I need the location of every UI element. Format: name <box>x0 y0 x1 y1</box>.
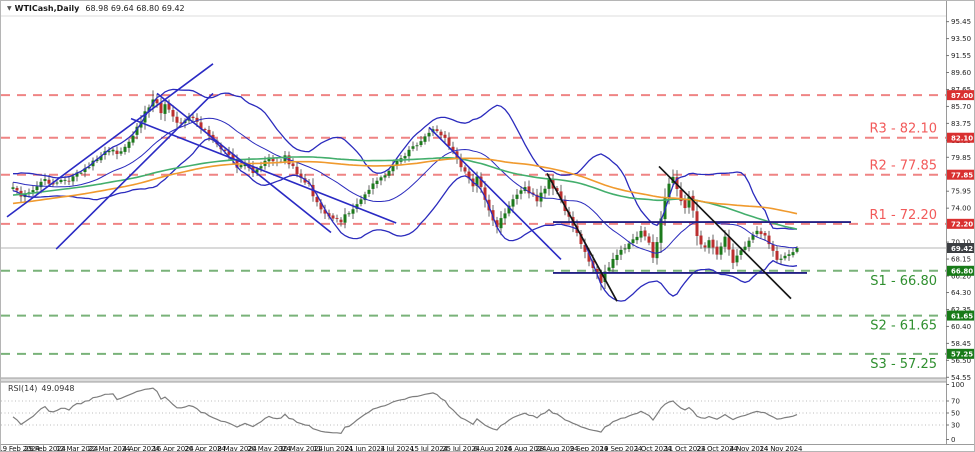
rsi-line <box>12 387 798 435</box>
svg-text:70.10: 70.10 <box>951 239 971 247</box>
trendline-ascending-channel-upper[interactable] <box>6 63 214 218</box>
svg-text:30: 30 <box>951 422 960 430</box>
svg-text:77.85: 77.85 <box>951 171 973 179</box>
svg-text:66.20: 66.20 <box>951 273 971 281</box>
svg-text:54.55: 54.55 <box>951 374 971 382</box>
trendline-descending-from-july-peak[interactable] <box>428 126 562 261</box>
date-label: 28 Aug 2024 <box>536 445 579 452</box>
trendline-ascending-channel-lower[interactable] <box>55 92 214 250</box>
ohlc-values: 68.98 69.64 68.80 69.42 <box>85 4 185 13</box>
svg-text:72.20: 72.20 <box>951 221 973 229</box>
rsi-panel[interactable] <box>1 387 946 435</box>
date-label: 30 May 2024 <box>279 445 323 452</box>
moving-average-fast-green <box>12 156 798 230</box>
date-label: 16 Apr 2024 <box>152 445 194 452</box>
label-R3: R3 - 82.10 <box>870 122 937 137</box>
svg-text:64.30: 64.30 <box>951 289 971 297</box>
svg-text:60.40: 60.40 <box>951 323 971 331</box>
bollinger-lower-band <box>12 137 798 302</box>
label-S2: S2 - 61.65 <box>870 319 937 334</box>
rsi-value: 49.0948 <box>41 384 75 393</box>
rsi-axis-labels: 100 70 50 30 0 <box>946 381 964 444</box>
moving-average-slow-orange <box>12 157 798 215</box>
date-label: 1 Oct 2024 <box>635 445 673 452</box>
svg-text:74.00: 74.00 <box>951 205 971 213</box>
panel-splitter[interactable] <box>1 378 975 382</box>
svg-text:79.85: 79.85 <box>951 154 971 162</box>
date-label: 19 Sep 2024 <box>600 445 643 452</box>
date-label: 12 Mar 2024 <box>56 445 99 452</box>
date-label: 3 Jul 2024 <box>380 445 414 452</box>
svg-text:62.35: 62.35 <box>951 306 971 314</box>
bollinger-middle-band <box>12 117 798 254</box>
rsi-indicator-label: RSI(14) 49.0948 <box>8 384 75 393</box>
svg-text:0: 0 <box>951 436 955 444</box>
svg-text:66.80: 66.80 <box>951 268 973 276</box>
svg-text:95.45: 95.45 <box>951 18 971 26</box>
date-label: 29 Feb 2024 <box>24 445 66 452</box>
svg-text:58.45: 58.45 <box>951 340 971 348</box>
sr-level-lines <box>1 94 946 355</box>
svg-text:89.60: 89.60 <box>951 69 971 77</box>
date-label: 11 Jun 2024 <box>313 445 354 452</box>
svg-text:85.70: 85.70 <box>951 103 971 111</box>
svg-text:87.00: 87.00 <box>951 92 973 100</box>
label-R1: R1 - 72.20 <box>870 208 937 223</box>
svg-text:82.10: 82.10 <box>951 135 973 143</box>
date-label: 11 Oct 2024 <box>664 445 706 452</box>
date-label: 22 Mar 2024 <box>88 445 131 452</box>
trendline-black-descending-september[interactable] <box>546 172 618 302</box>
svg-text:91.55: 91.55 <box>951 52 971 60</box>
date-label: 15 Jul 2024 <box>410 445 448 452</box>
svg-text:75.95: 75.95 <box>951 188 971 196</box>
date-label: 23 Oct 2024 <box>696 445 738 452</box>
svg-text:68.15: 68.15 <box>951 256 971 264</box>
date-label: 25 Jul 2024 <box>442 445 480 452</box>
date-label: 8 May 2024 <box>217 445 257 452</box>
date-label: 19 Feb 2024 <box>1 445 40 452</box>
rsi-name: RSI(14) <box>8 384 38 393</box>
svg-text:57.25: 57.25 <box>951 351 973 359</box>
price-axis-boxes: 87.00 82.10 77.85 72.20 69.42 66.80 61.65 57.25 <box>947 90 974 359</box>
date-label: 4 Nov 2024 <box>730 445 769 452</box>
svg-text:50: 50 <box>951 410 960 418</box>
trendline-black-descending-october[interactable] <box>658 165 792 300</box>
svg-text:93.50: 93.50 <box>951 35 971 43</box>
date-label: 14 Nov 2024 <box>760 445 803 452</box>
date-label: 20 May 2024 <box>247 445 291 452</box>
svg-text:61.65: 61.65 <box>951 312 973 320</box>
symbol-period-label: WTICash,Daily <box>14 4 80 13</box>
sr-level-labels: R3 - 82.10 R2 - 77.85 R1 - 72.20 S1 - 66.80… <box>870 122 937 372</box>
date-label: 21 Jun 2024 <box>345 445 386 452</box>
svg-text:56.50: 56.50 <box>951 357 971 365</box>
label-S3: S3 - 57.25 <box>870 357 937 372</box>
date-label: 26 Apr 2024 <box>184 445 226 452</box>
trendline-descending-shallow[interactable] <box>130 117 397 224</box>
svg-text:69.42: 69.42 <box>951 245 973 253</box>
date-label: 9 Sep 2024 <box>570 445 609 452</box>
svg-text:70: 70 <box>951 398 960 406</box>
svg-text:100: 100 <box>951 381 964 389</box>
label-S1: S1 - 66.80 <box>870 274 937 289</box>
svg-text:87.65: 87.65 <box>951 86 971 94</box>
date-label: 6 Aug 2024 <box>474 445 513 452</box>
bollinger-upper-band <box>13 88 797 230</box>
label-R2: R2 - 77.85 <box>870 159 937 174</box>
date-label: 4 Apr 2024 <box>123 445 161 452</box>
symbol-dropdown-icon[interactable]: ▼ <box>7 5 12 12</box>
price-axis-ticks: 95.4593.5091.5589.6087.6585.7083.7581.80… <box>946 18 971 382</box>
date-label: 16 Aug 2024 <box>504 445 547 452</box>
chart-title: ▼ WTICash,Daily 68.98 69.64 68.80 69.42 <box>7 4 185 13</box>
svg-text:83.75: 83.75 <box>951 120 971 128</box>
